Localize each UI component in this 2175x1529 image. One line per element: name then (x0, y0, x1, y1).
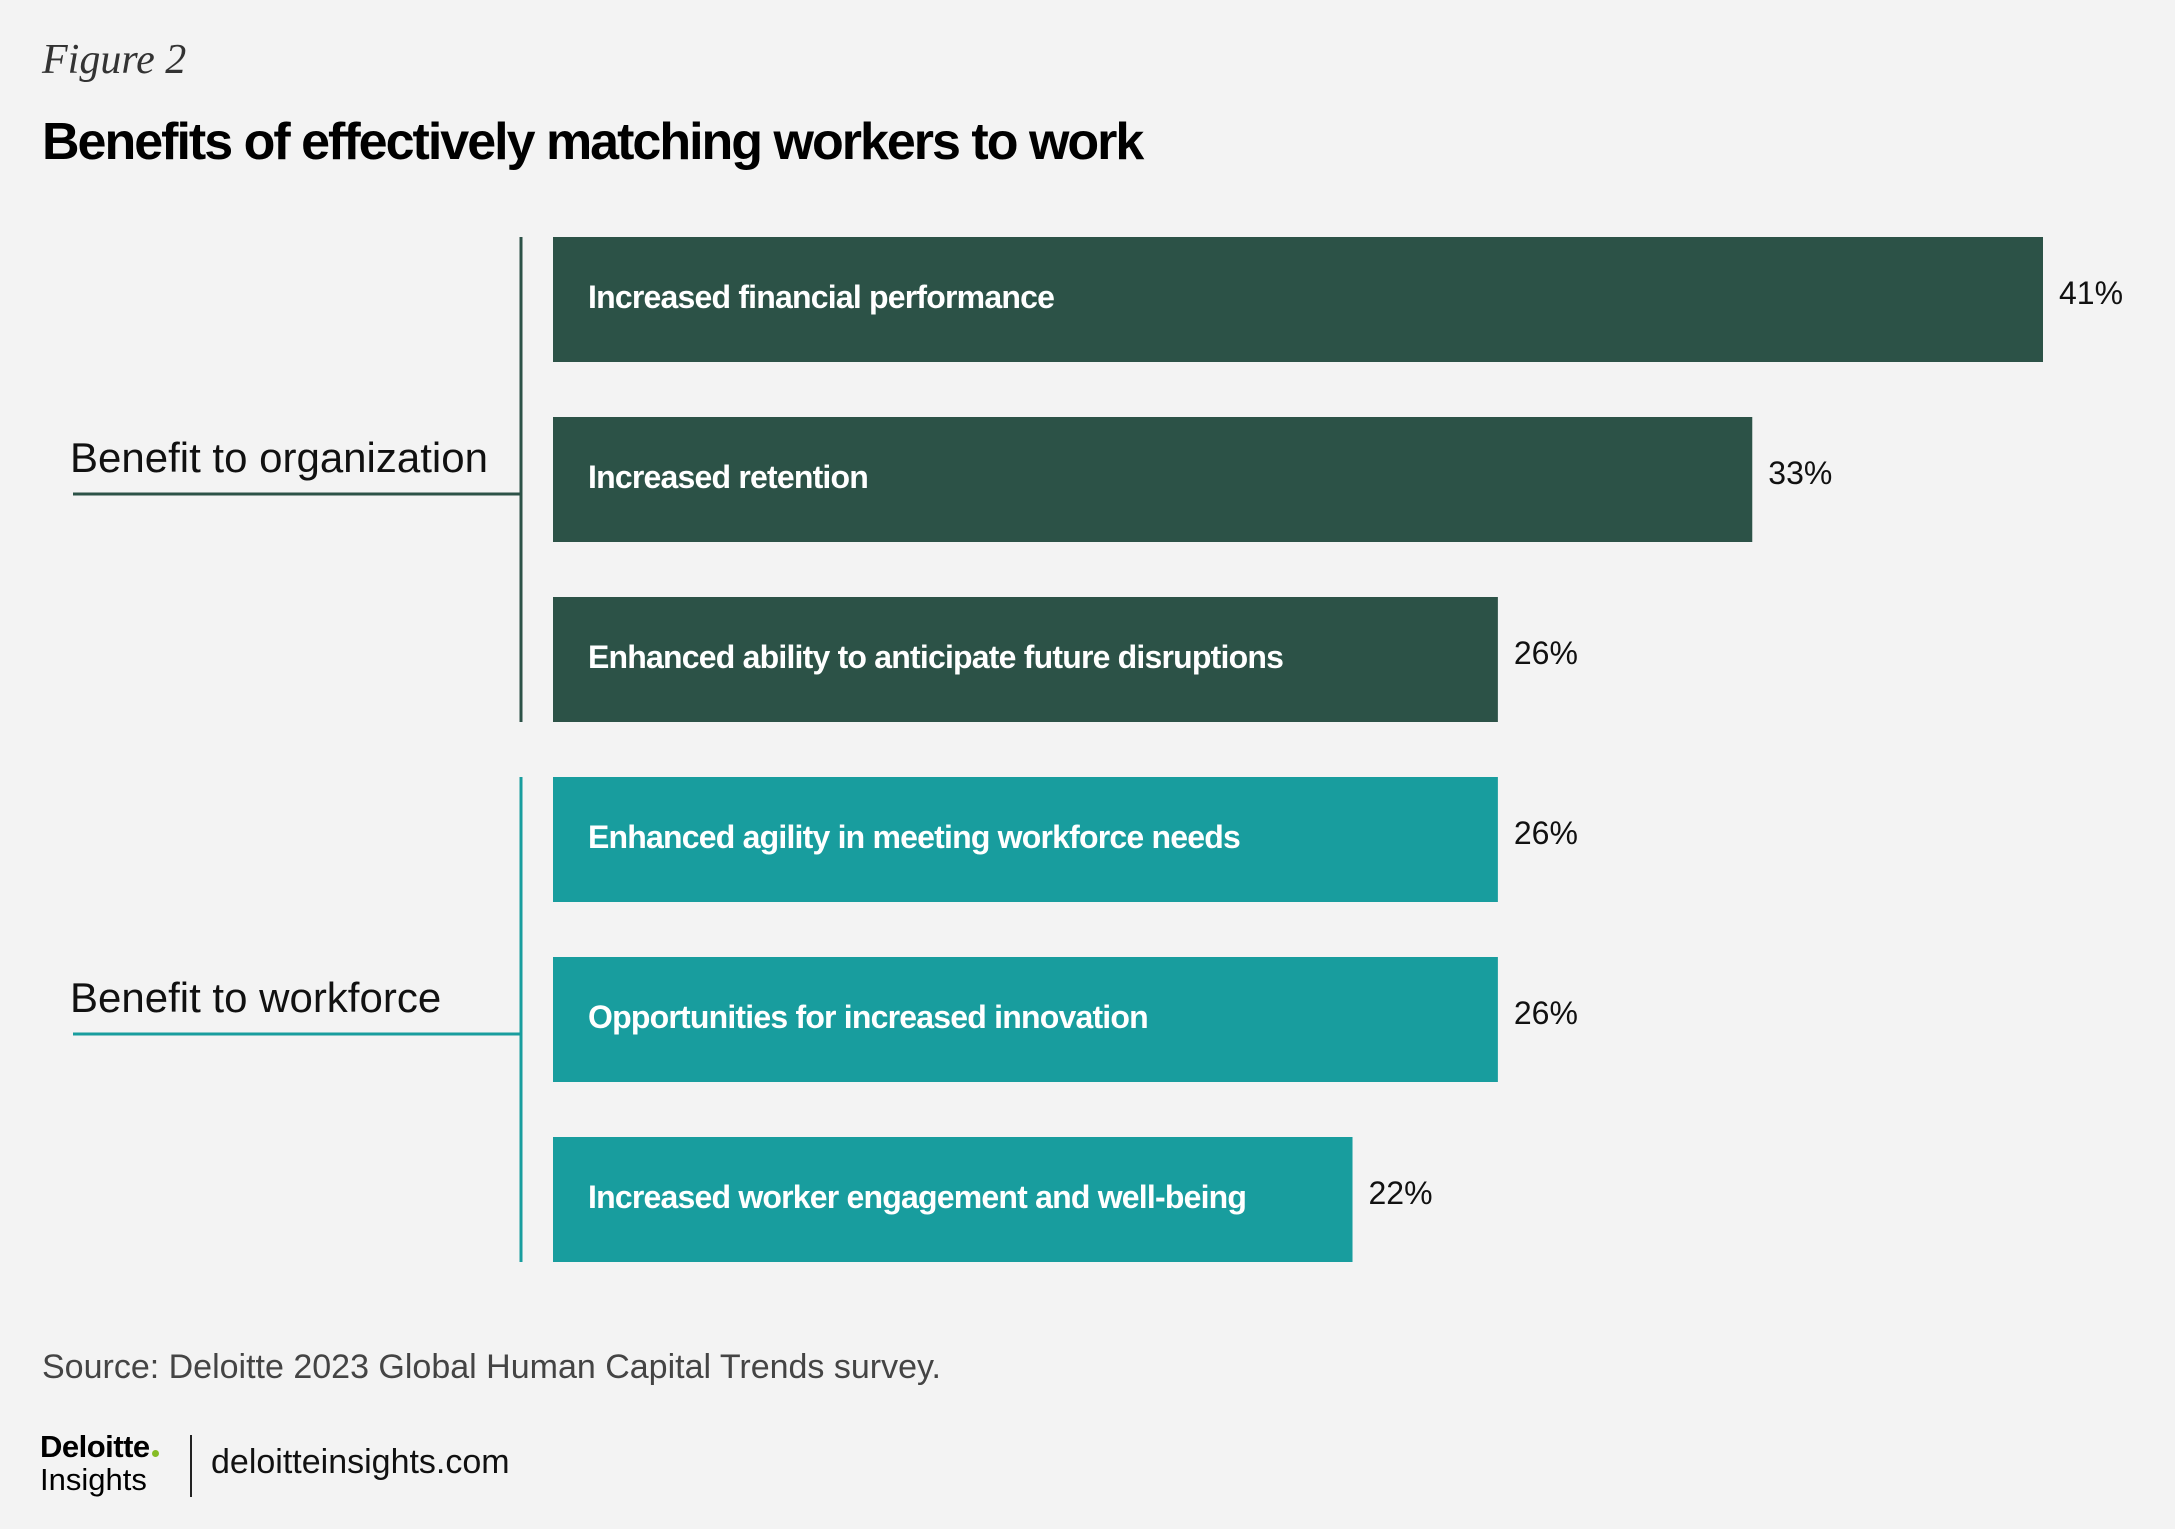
data-label: 26% (1514, 995, 1578, 1031)
brand-divider (190, 1435, 192, 1497)
bar (553, 777, 1498, 902)
bar-label: Opportunities for increased innovation (588, 999, 1148, 1035)
bar-label: Enhanced ability to anticipate future di… (588, 639, 1283, 675)
bar (553, 417, 1753, 542)
data-label: 26% (1514, 635, 1578, 671)
brand-sub: Insights (40, 1462, 147, 1497)
bar (553, 597, 1498, 722)
bar-label: Enhanced agility in meeting workforce ne… (588, 819, 1240, 855)
brand-dot-icon (151, 1450, 159, 1457)
figure-label: Figure 2 (42, 37, 187, 83)
source-note: Source: Deloitte 2023 Global Human Capit… (42, 1348, 941, 1386)
bar (553, 957, 1498, 1082)
data-label: 41% (2059, 275, 2123, 311)
bar (553, 1137, 1353, 1262)
bar-label: Increased financial performance (588, 279, 1054, 315)
data-label: 22% (1369, 1175, 1433, 1211)
bar-label: Increased retention (588, 459, 868, 495)
data-label: 26% (1514, 815, 1578, 851)
data-label: 33% (1768, 455, 1832, 491)
bar-label: Increased worker engagement and well-bei… (588, 1179, 1246, 1215)
bar (553, 237, 2043, 362)
group-label: Benefit to workforce (70, 974, 441, 1021)
deloitte-insights-logo[interactable]: Deloitte Insights (40, 1430, 180, 1496)
brand-name: Deloitte (40, 1429, 150, 1464)
site-link[interactable]: deloitteinsights.com (211, 1443, 510, 1481)
chart-title: Benefits of effectively matching workers… (42, 113, 1144, 171)
group-label: Benefit to organization (70, 434, 488, 481)
bar-chart: Increased financial performance 41% Increa… (70, 237, 2123, 1262)
